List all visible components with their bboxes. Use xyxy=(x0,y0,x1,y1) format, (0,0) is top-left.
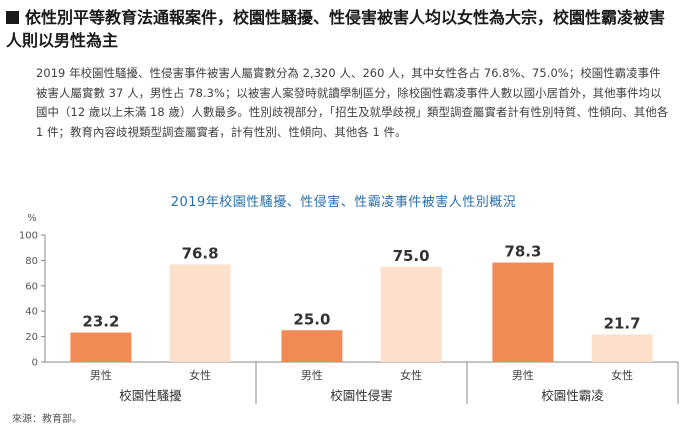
paragraph-text: 2019 年校園性騷擾、性侵害事件被害人屬實數分為 2,320 人、260 人，… xyxy=(36,66,669,139)
chart-title: 2019年校園性騷擾、性侵害、性霸凌事件被害人性別概況 xyxy=(170,195,517,210)
y-tick-label: 80 xyxy=(25,256,38,267)
bar xyxy=(380,266,442,362)
bullet-square-icon xyxy=(6,11,19,24)
y-tick-label: 0 xyxy=(32,358,38,369)
y-tick-label: 100 xyxy=(19,231,38,242)
bar-value-label: 25.0 xyxy=(293,310,330,328)
bar-value-label: 78.3 xyxy=(504,243,541,261)
page-heading: 依性別平等教育法通報案件，校園性騷擾、性侵害被害人均以女性為大宗，校園性霸凌被害… xyxy=(6,6,676,52)
source-note: 來源：教育部。 xyxy=(12,414,82,425)
bar xyxy=(281,330,343,362)
bar xyxy=(169,264,231,362)
bar xyxy=(591,334,653,362)
y-tick-label: 20 xyxy=(25,332,38,343)
x-category-label: 男性 xyxy=(301,368,323,382)
x-category-label: 女性 xyxy=(189,368,211,382)
y-tick-label: 60 xyxy=(25,281,38,292)
bar-value-label: 75.0 xyxy=(393,247,430,265)
bar-value-label: 23.2 xyxy=(82,313,119,331)
x-group-label: 校園性霸凌 xyxy=(541,388,604,403)
x-category-label: 女性 xyxy=(611,368,633,382)
x-category-label: 女性 xyxy=(400,368,422,382)
heading-text: 依性別平等教育法通報案件，校園性騷擾、性侵害被害人均以女性為大宗，校園性霸凌被害… xyxy=(6,8,666,50)
x-group-label: 校園性侵害 xyxy=(330,388,393,403)
bar xyxy=(70,332,132,362)
y-axis-unit: % xyxy=(27,213,37,224)
x-category-label: 男性 xyxy=(90,368,112,382)
x-category-label: 男性 xyxy=(512,368,534,382)
bar xyxy=(492,262,554,362)
bar-value-label: 21.7 xyxy=(604,314,641,332)
x-group-label: 校園性騷擾 xyxy=(119,388,182,403)
y-tick-label: 40 xyxy=(25,307,38,318)
bar-chart: %02040608010023.2男性76.8女性校園性騷擾25.0男性75.0… xyxy=(19,213,679,404)
body-paragraph: 2019 年校園性騷擾、性侵害事件被害人屬實數分為 2,320 人、260 人，… xyxy=(36,64,672,142)
bar-value-label: 76.8 xyxy=(182,244,219,262)
